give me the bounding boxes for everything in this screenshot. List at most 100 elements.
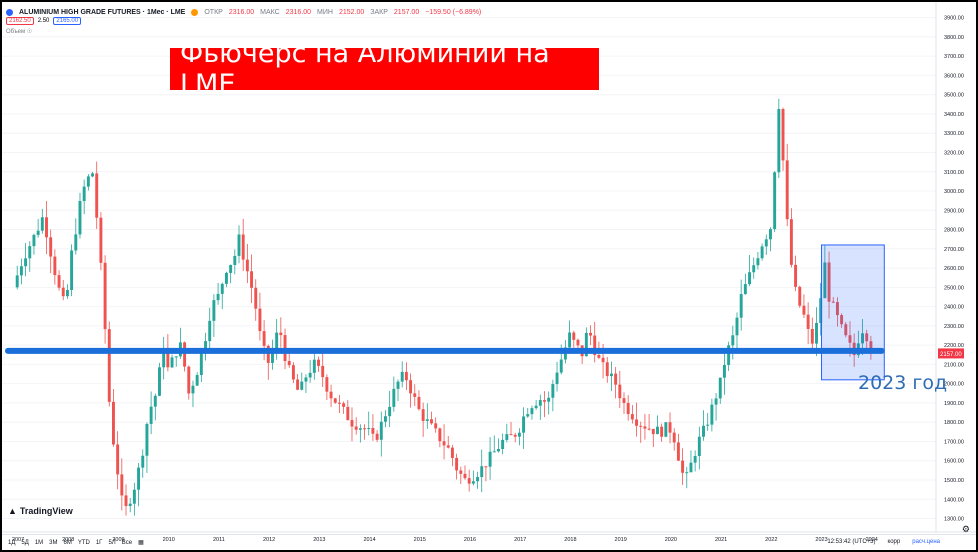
candle-body <box>300 381 304 390</box>
candle-body <box>95 173 99 218</box>
candle-body <box>789 219 793 265</box>
adjust-toggle[interactable]: корр <box>887 539 901 545</box>
candle-body <box>815 322 818 344</box>
candle-body <box>358 428 362 430</box>
y-tick-label: 1700.00 <box>944 439 964 445</box>
candle-body <box>651 428 655 435</box>
candle-body <box>396 381 400 389</box>
calendar-icon[interactable]: ▦ <box>138 540 144 546</box>
candle-body <box>438 428 442 442</box>
y-tick-label: 2800.00 <box>944 228 964 234</box>
candle-body <box>572 332 576 340</box>
candle-body <box>593 335 597 355</box>
symbol-name[interactable]: ALUMINIUM HIGH GRADE FUTURES · 1Мес · LM… <box>19 8 186 16</box>
x-tick-label: 2018 <box>564 537 576 543</box>
y-tick-label: 1500.00 <box>944 478 964 484</box>
year-annotation: 2023 год <box>858 372 948 394</box>
candle-body <box>517 432 521 437</box>
candle-body <box>781 109 785 161</box>
candle-body <box>333 398 337 403</box>
candle-body <box>831 301 835 303</box>
candle-body <box>107 329 111 402</box>
candle-body <box>526 414 530 417</box>
candle-body <box>120 474 124 496</box>
candle-body <box>785 160 789 220</box>
candle-body <box>693 456 697 463</box>
candle-body <box>266 345 270 363</box>
volume-indicator-label[interactable]: Объем ☉ <box>6 28 32 35</box>
candle-body <box>15 275 19 288</box>
price-axis[interactable]: 1300.00 1400.00 1500.00 1600.00 1700.00 1800.… <box>935 2 964 532</box>
volume-label-text: Объем <box>6 29 26 35</box>
candle-body <box>53 256 57 276</box>
candle-body <box>739 294 743 318</box>
range-button-0[interactable]: 1Д <box>8 539 16 546</box>
range-button-8[interactable]: Все <box>121 539 133 546</box>
y-tick-label: 3200.00 <box>944 150 964 156</box>
range-button-6[interactable]: 1Г <box>95 539 103 546</box>
range-button-3[interactable]: 3М <box>49 539 58 546</box>
candle-body <box>132 489 136 504</box>
range-button-2[interactable]: 1М <box>34 539 44 546</box>
candle-body <box>777 109 781 173</box>
candle-body <box>65 290 69 297</box>
candle-body <box>827 262 831 302</box>
y-tick-label: 3900.00 <box>944 16 964 22</box>
range-button-4[interactable]: 6М <box>63 539 72 546</box>
candle-body <box>32 234 36 247</box>
low-label: МИН <box>317 8 333 16</box>
candle-body <box>421 409 425 421</box>
candle-body <box>49 237 53 257</box>
y-tick-label: 3600.00 <box>944 73 964 79</box>
last-price-text: 2157.00 <box>940 352 962 358</box>
buy-button[interactable]: 2165.00 <box>53 17 82 25</box>
candle-body <box>237 234 241 256</box>
axis-settings-icon[interactable]: ⚙ <box>961 524 970 534</box>
candle-body <box>254 287 258 309</box>
time-axis[interactable]: 2007 2008 2009 2010 2011 2012 2013 2014 2015 2016… <box>2 531 976 543</box>
candle-body <box>216 293 220 301</box>
candle-body <box>187 366 191 394</box>
x-tick-label: 2023 <box>815 537 827 543</box>
candle-body <box>773 172 777 230</box>
y-tick-label: 2300.00 <box>944 324 964 330</box>
candle-body <box>706 424 710 426</box>
candle-body <box>245 259 249 272</box>
range-button-1[interactable]: 5Д <box>21 539 29 546</box>
candle-body <box>835 302 839 316</box>
candle-body <box>752 265 756 273</box>
y-tick-label: 1300.00 <box>944 517 964 523</box>
candle-body <box>145 423 149 456</box>
candle-body <box>212 300 216 321</box>
sell-button[interactable]: 2162.50 <box>6 17 34 25</box>
x-tick-label: 2017 <box>514 537 526 543</box>
candle-body <box>61 287 65 297</box>
candle-body <box>287 361 291 366</box>
open-label: ОТКР <box>204 8 223 16</box>
range-button-7[interactable]: 5Л <box>108 539 116 546</box>
y-tick-label: 1600.00 <box>944 459 964 465</box>
settlement-price-toggle[interactable]: расч.цена <box>912 539 940 545</box>
x-tick-label: 2011 <box>213 537 225 543</box>
candle-body <box>149 406 153 424</box>
candle-body <box>19 266 23 276</box>
candle-body <box>409 380 413 394</box>
change-value: −159.50 (−6.89%) <box>425 8 482 16</box>
candle-body <box>601 357 605 363</box>
high-value: 2316.00 <box>285 8 312 16</box>
candle-body <box>367 427 371 429</box>
clock-timezone[interactable]: 12:53:42 (UTC+3) <box>827 539 876 545</box>
candle-body <box>660 426 664 437</box>
candle-body <box>124 495 128 507</box>
x-tick-label: 2015 <box>414 537 426 543</box>
candle-body <box>823 262 827 299</box>
candle-body <box>538 400 542 406</box>
eye-icon[interactable]: ☉ <box>26 29 33 35</box>
tradingview-logo[interactable]: ▲ TradingView <box>8 506 73 516</box>
range-button-5[interactable]: YTD <box>77 539 90 546</box>
candle-body <box>442 441 446 446</box>
candle-body <box>622 398 626 403</box>
x-tick-label: 2009 <box>112 537 124 543</box>
symbol-logo-icon <box>6 8 13 16</box>
